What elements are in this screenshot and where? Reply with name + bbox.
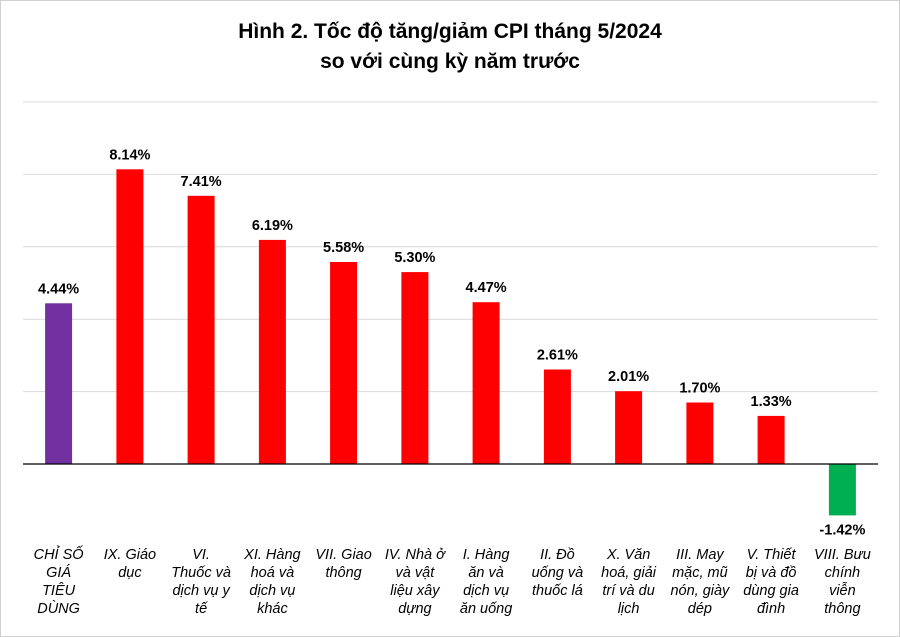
category-label-line: ăn và: [468, 565, 504, 581]
category-label-line: chính: [824, 565, 861, 581]
chart-title: Hình 2. Tốc độ tăng/giảm CPI tháng 5/202…: [1, 17, 899, 77]
category-label-line: V. Thiết: [746, 547, 796, 563]
data-label: 2.01%: [608, 369, 649, 385]
category-label-line: dịch vụ: [249, 583, 296, 599]
bar: [401, 272, 429, 464]
data-label: 8.14%: [109, 147, 150, 163]
bar: [45, 303, 73, 464]
category-label-line: uống và: [531, 565, 584, 581]
category-label-line: dựng: [398, 601, 432, 617]
bar: [116, 169, 144, 465]
category-label-line: dép: [687, 601, 712, 617]
category-label-line: bị và đồ: [745, 565, 797, 581]
category-label-line: IV. Nhà ở: [384, 547, 445, 563]
data-label: 4.44%: [38, 281, 79, 297]
category-label-line: X. Văn: [606, 547, 651, 563]
bar: [472, 302, 500, 464]
category-label-line: và vật: [395, 565, 435, 581]
category-label-line: thông: [325, 565, 362, 581]
category-label: VI. Thuốc và dịch vụ y tế: [167, 546, 235, 618]
bar: [330, 262, 358, 464]
category-label-line: lịch: [617, 601, 640, 617]
category-label: VIII. Bưu chính viễn thông: [808, 546, 876, 618]
category-label-line: đình: [756, 601, 786, 617]
category-label-line: TIÊU: [42, 583, 76, 599]
bar: [686, 402, 714, 464]
data-label: 7.41%: [181, 174, 222, 190]
category-label-line: Thuốc và: [171, 565, 231, 581]
category-label-line: VII. Giao: [315, 547, 372, 563]
category-label-line: liệu xây: [390, 583, 440, 599]
category-label: III. May mặc, mũ nón, giày dép: [666, 546, 734, 618]
category-label-line: GIÁ: [46, 565, 72, 581]
data-label: 5.30%: [394, 250, 435, 266]
category-label: CHỈ SỐ GIÁ TIÊU DÙNG: [25, 546, 93, 618]
category-label-line: II. Đồ: [540, 547, 575, 563]
category-label-line: tế: [195, 601, 208, 617]
category-label: IV. Nhà ở và vật liệu xây dựng: [381, 546, 449, 618]
category-label-line: viễn: [829, 583, 856, 599]
category-label-line: khác: [257, 601, 288, 617]
category-label: V. Thiết bị và đồ dùng gia đình: [737, 546, 805, 618]
category-label-line: CHỈ SỐ: [33, 547, 84, 563]
category-label-line: thông: [824, 601, 861, 617]
chart-title-line2: so với cùng kỳ năm trước: [320, 50, 580, 73]
category-label-line: ăn uống: [459, 601, 513, 617]
category-label: IX. Giáo dục: [96, 546, 164, 582]
bar: [258, 239, 286, 464]
category-label-line: dịch vụ y: [172, 583, 230, 599]
category-label-line: XI. Hàng: [244, 547, 301, 563]
bar: [615, 391, 643, 464]
data-label: 2.61%: [537, 348, 578, 364]
category-label-line: nón, giày: [670, 583, 730, 599]
category-label-line: DÙNG: [37, 601, 80, 617]
category-label: X. Văn hoá, giải trí và du lịch: [595, 546, 663, 618]
category-label-line: IX. Giáo: [103, 547, 157, 563]
category-label-line: hoá, giải: [601, 565, 656, 581]
bar: [828, 464, 856, 516]
data-label: 1.33%: [751, 394, 792, 410]
category-label-line: mặc, mũ: [672, 565, 728, 581]
bar: [757, 415, 785, 464]
category-label: II. Đồ uống và thuốc lá: [523, 546, 591, 600]
data-label: -1.42%: [819, 522, 865, 538]
category-label: VII. Giao thông: [310, 546, 378, 582]
category-label-line: trí và du: [602, 583, 655, 599]
category-label-line: VI.: [192, 547, 210, 563]
category-label-line: I. Hàng: [462, 547, 510, 563]
chart-title-line1: Hình 2. Tốc độ tăng/giảm CPI tháng 5/202…: [238, 20, 662, 43]
category-label: I. Hàng ăn và dịch vụ ăn uống: [452, 546, 520, 618]
data-label: 5.58%: [323, 240, 364, 256]
category-label-line: dùng gia: [743, 583, 799, 599]
bar: [543, 369, 571, 464]
category-label-line: III. May: [676, 547, 724, 563]
category-label-line: dục: [118, 565, 142, 581]
category-label-line: VIII. Bưu: [814, 547, 871, 563]
category-label: XI. Hàng hoá và dịch vụ khác: [238, 546, 306, 618]
data-label: 6.19%: [252, 218, 293, 234]
category-label-line: dịch vụ: [463, 583, 510, 599]
bar: [187, 195, 215, 465]
category-label-line: thuốc lá: [531, 583, 583, 599]
data-label: 1.70%: [679, 381, 720, 397]
data-label: 4.47%: [466, 280, 507, 296]
category-label-line: hoá và: [250, 565, 295, 581]
